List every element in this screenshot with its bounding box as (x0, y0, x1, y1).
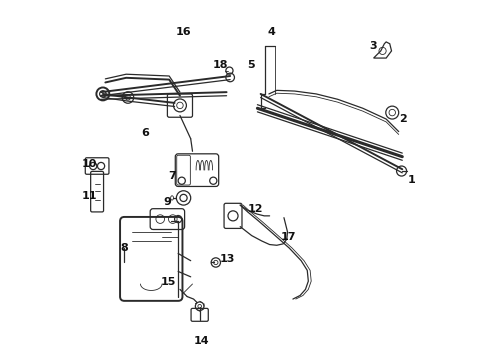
Text: 18: 18 (212, 60, 228, 70)
Text: 8: 8 (120, 243, 128, 253)
Text: 6: 6 (142, 129, 149, 138)
Text: 10: 10 (81, 159, 97, 169)
Text: 5: 5 (247, 60, 255, 70)
Text: 17: 17 (280, 232, 295, 242)
Text: 12: 12 (247, 204, 263, 214)
Text: 11: 11 (81, 191, 97, 201)
Text: 16: 16 (175, 27, 191, 37)
Text: 4: 4 (267, 27, 275, 37)
Text: 3: 3 (369, 41, 377, 51)
Text: 13: 13 (219, 254, 234, 264)
Text: 14: 14 (193, 336, 209, 346)
Text: 15: 15 (161, 277, 176, 287)
Text: 9: 9 (163, 197, 171, 207)
Text: 7: 7 (168, 171, 176, 181)
Text: 2: 2 (398, 114, 406, 124)
Text: 1: 1 (407, 175, 415, 185)
